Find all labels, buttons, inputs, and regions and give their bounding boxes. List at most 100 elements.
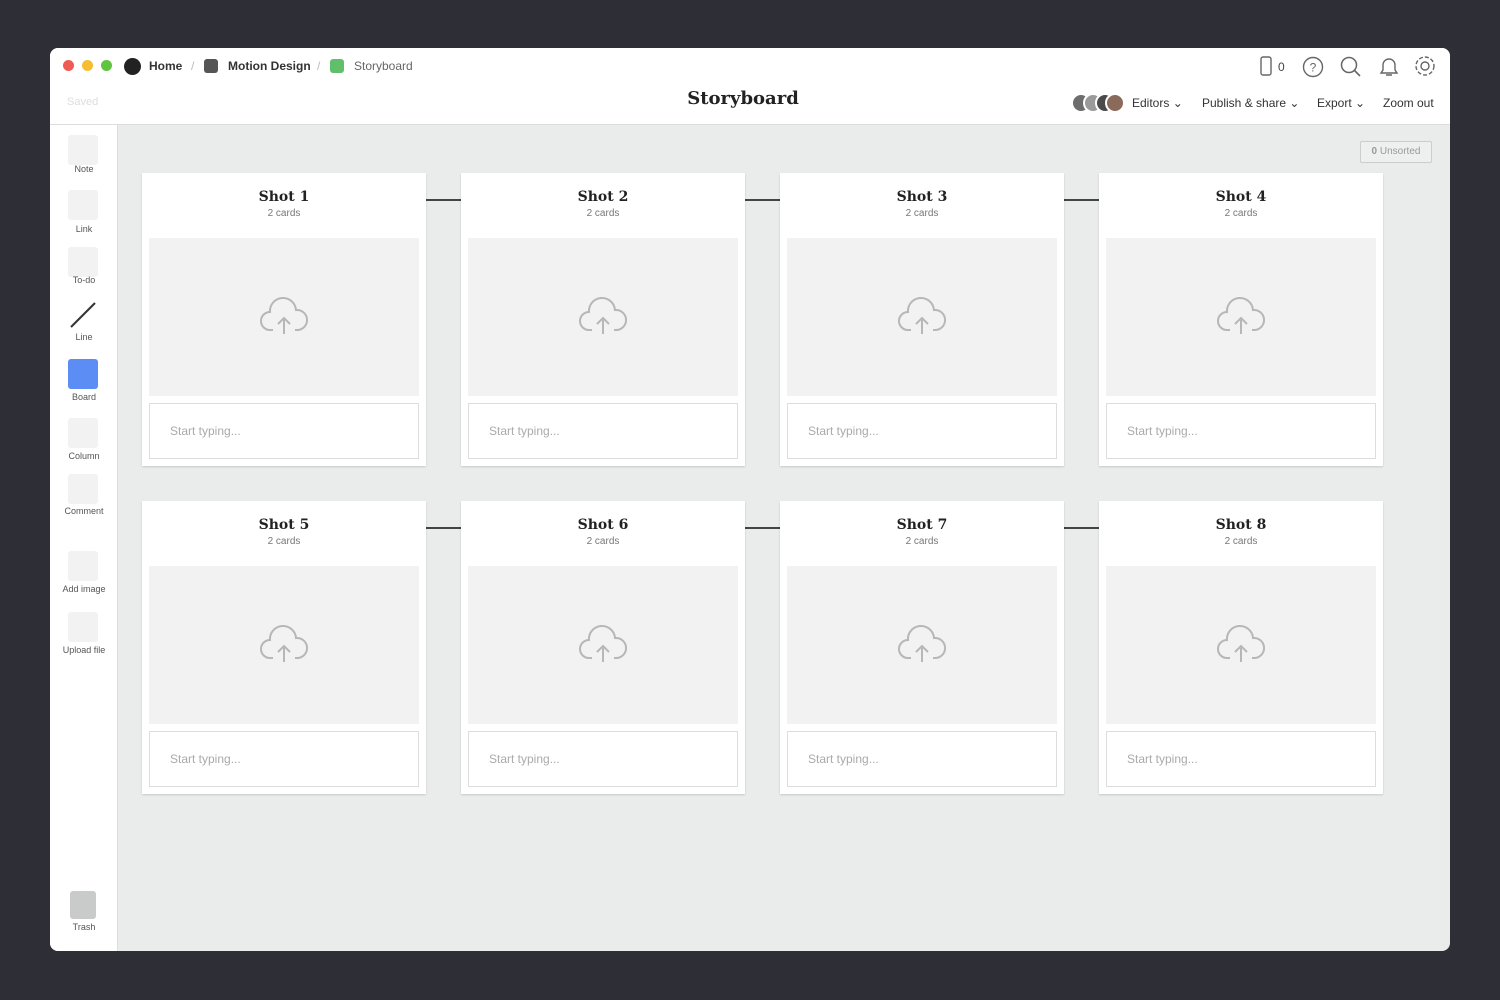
board[interactable]: Shot 1 2 cards Start typing... bbox=[142, 173, 426, 466]
board-title[interactable]: Shot 7 bbox=[896, 517, 948, 533]
placeholder: Start typing... bbox=[808, 752, 879, 766]
export-menu[interactable]: Export ⌄ bbox=[1317, 96, 1366, 110]
board[interactable]: Shot 2 2 cards Start typing... bbox=[461, 173, 745, 466]
board-subtitle: 2 cards bbox=[1224, 536, 1258, 547]
tool-label[interactable]: Column bbox=[68, 451, 100, 461]
tool-label[interactable]: To-do bbox=[72, 275, 96, 285]
close-button[interactable] bbox=[63, 60, 74, 71]
image-drop-area[interactable] bbox=[1106, 566, 1376, 724]
publish-menu[interactable]: Publish & share ⌄ bbox=[1202, 96, 1300, 110]
board[interactable]: Shot 8 2 cards Start typing... bbox=[1099, 501, 1383, 794]
board-connector bbox=[745, 527, 780, 529]
minimize-button[interactable] bbox=[82, 60, 93, 71]
placeholder: Start typing... bbox=[1127, 752, 1198, 766]
board-title[interactable]: Shot 4 bbox=[1215, 189, 1267, 205]
zoom-out[interactable]: Zoom out bbox=[1383, 96, 1434, 110]
board-connector bbox=[426, 199, 461, 201]
app-window: Home / Motion Design / Storyboard Saved … bbox=[50, 48, 1450, 951]
board-icon bbox=[330, 59, 344, 73]
tool-label[interactable]: Line bbox=[75, 332, 93, 342]
tool-icon[interactable] bbox=[68, 135, 98, 165]
unsorted-count: 0 bbox=[1371, 146, 1378, 157]
board-subtitle: 2 cards bbox=[905, 536, 939, 547]
unsorted-label: Unsorted bbox=[1379, 146, 1421, 157]
upload-icon bbox=[1216, 296, 1266, 341]
board-icon bbox=[204, 59, 218, 73]
separator: / bbox=[317, 59, 321, 73]
tool-icon[interactable] bbox=[68, 190, 98, 220]
board-connector bbox=[1064, 199, 1099, 201]
tool-icon[interactable] bbox=[68, 612, 98, 642]
board-title[interactable]: Shot 1 bbox=[258, 189, 310, 205]
tool-label[interactable]: Note bbox=[74, 164, 94, 174]
editor-avatars[interactable] bbox=[1070, 92, 1126, 114]
tool-icon[interactable] bbox=[68, 300, 98, 330]
text-field[interactable]: Start typing... bbox=[787, 403, 1057, 459]
board[interactable]: Shot 5 2 cards Start typing... bbox=[142, 501, 426, 794]
placeholder: Start typing... bbox=[489, 752, 560, 766]
board-title[interactable]: Shot 5 bbox=[258, 517, 310, 533]
image-drop-area[interactable] bbox=[787, 566, 1057, 724]
tool-icon[interactable] bbox=[68, 474, 98, 504]
board[interactable]: Shot 6 2 cards Start typing... bbox=[461, 501, 745, 794]
breadcrumb[interactable]: Motion Design bbox=[228, 59, 311, 73]
tool-label[interactable]: Comment bbox=[64, 506, 104, 516]
image-drop-area[interactable] bbox=[149, 238, 419, 396]
editors-menu[interactable]: Editors ⌄ bbox=[1132, 96, 1183, 110]
text-field[interactable]: Start typing... bbox=[149, 403, 419, 459]
trash-label[interactable]: Trash bbox=[72, 922, 96, 932]
tool-icon[interactable] bbox=[68, 418, 98, 448]
board-subtitle: 2 cards bbox=[267, 208, 301, 219]
board[interactable]: Shot 7 2 cards Start typing... bbox=[780, 501, 1064, 794]
unsorted-button[interactable]: 0 Unsorted bbox=[1360, 141, 1432, 163]
text-field[interactable]: Start typing... bbox=[468, 403, 738, 459]
maximize-button[interactable] bbox=[101, 60, 112, 71]
board-subtitle: 2 cards bbox=[1224, 208, 1258, 219]
breadcrumb[interactable]: Home bbox=[149, 59, 183, 73]
image-drop-area[interactable] bbox=[787, 238, 1057, 396]
board-subtitle: 2 cards bbox=[586, 208, 620, 219]
upload-icon bbox=[578, 296, 628, 341]
image-drop-area[interactable] bbox=[1106, 238, 1376, 396]
board-title[interactable]: Shot 6 bbox=[577, 517, 629, 533]
upload-icon bbox=[897, 296, 947, 341]
board-connector bbox=[745, 199, 780, 201]
separator: / bbox=[191, 59, 195, 73]
image-drop-area[interactable] bbox=[468, 566, 738, 724]
image-drop-area[interactable] bbox=[468, 238, 738, 396]
placeholder: Start typing... bbox=[170, 752, 241, 766]
text-field[interactable]: Start typing... bbox=[787, 731, 1057, 787]
board-title: Storyboard bbox=[687, 88, 799, 109]
text-field[interactable]: Start typing... bbox=[1106, 731, 1376, 787]
tool-icon[interactable] bbox=[68, 551, 98, 581]
device-count: 0 bbox=[1278, 60, 1285, 74]
board-subtitle: 2 cards bbox=[905, 208, 939, 219]
tool-icon[interactable] bbox=[68, 359, 98, 389]
breadcrumb[interactable]: Storyboard bbox=[354, 59, 413, 73]
board-title[interactable]: Shot 8 bbox=[1215, 517, 1267, 533]
text-field[interactable]: Start typing... bbox=[1106, 403, 1376, 459]
board-subtitle: 2 cards bbox=[586, 536, 620, 547]
tool-label[interactable]: Link bbox=[75, 224, 93, 234]
upload-icon bbox=[259, 624, 309, 669]
placeholder: Start typing... bbox=[489, 424, 560, 438]
placeholder: Start typing... bbox=[170, 424, 241, 438]
menu-label: Editors bbox=[1132, 96, 1170, 110]
board[interactable]: Shot 3 2 cards Start typing... bbox=[780, 173, 1064, 466]
trash-icon[interactable] bbox=[70, 891, 96, 919]
board[interactable]: Shot 4 2 cards Start typing... bbox=[1099, 173, 1383, 466]
svg-text:?: ? bbox=[1310, 61, 1317, 75]
tool-label[interactable]: Board bbox=[71, 392, 97, 402]
tool-icon[interactable] bbox=[68, 247, 98, 277]
board-title[interactable]: Shot 2 bbox=[577, 189, 629, 205]
upload-icon bbox=[259, 296, 309, 341]
tool-label[interactable]: Add image bbox=[62, 584, 106, 594]
image-drop-area[interactable] bbox=[149, 566, 419, 724]
tool-label[interactable]: Upload file bbox=[62, 645, 106, 655]
top-bar: Home / Motion Design / Storyboard Saved … bbox=[50, 48, 1450, 125]
board-title[interactable]: Shot 3 bbox=[896, 189, 948, 205]
text-field[interactable]: Start typing... bbox=[149, 731, 419, 787]
text-field[interactable]: Start typing... bbox=[468, 731, 738, 787]
save-status: Saved bbox=[67, 96, 99, 108]
home-icon bbox=[124, 58, 141, 75]
